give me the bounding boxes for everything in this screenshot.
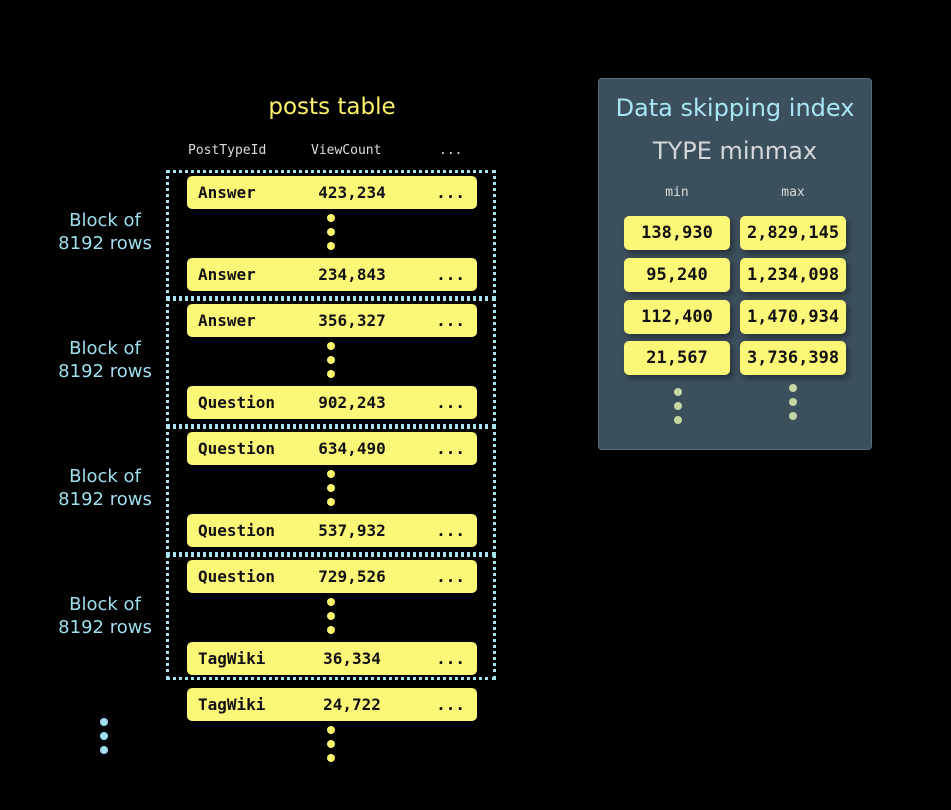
ellipsis-dot [327, 242, 335, 250]
block-outline [166, 554, 496, 680]
cell-type: Answer [198, 311, 256, 330]
ellipsis-dot [327, 356, 335, 364]
ellipsis-dot [674, 416, 682, 424]
cell-type: Question [198, 521, 276, 540]
ellipsis-dot [327, 342, 335, 350]
ellipsis-dot [327, 754, 335, 762]
cell-type: Question [198, 393, 276, 412]
index-min-value: 95,240 [624, 258, 730, 292]
cell-type: TagWiki [198, 649, 266, 668]
cell-views: 356,327 [318, 311, 386, 330]
table-row: Answer 234,843... [187, 258, 477, 291]
max-header: max [781, 185, 805, 200]
index-max-value: 3,736,398 [740, 341, 846, 375]
ellipsis-dot [327, 626, 335, 634]
cell-more: ... [436, 183, 465, 202]
block-label: Block of 8192 rows [58, 466, 152, 510]
table-row: Answer 356,327... [187, 304, 477, 337]
block-outline [166, 426, 496, 555]
ellipsis-dot [100, 732, 108, 740]
cell-type: Question [198, 567, 276, 586]
column-header-posttypeid: PostTypeId [188, 143, 267, 158]
table-row: Question 902,243... [187, 386, 477, 419]
ellipsis-dot [100, 718, 108, 726]
cell-type: TagWiki [198, 695, 266, 714]
min-header: min [665, 185, 689, 200]
cell-more: ... [436, 311, 465, 330]
index-max-value: 1,470,934 [740, 300, 846, 334]
index-title: Data skipping index [615, 94, 855, 122]
cell-type: Answer [198, 183, 256, 202]
cell-more: ... [436, 439, 465, 458]
index-min-value: 21,567 [624, 341, 730, 375]
cell-views: 36,334 [323, 649, 381, 668]
cell-more: ... [436, 393, 465, 412]
posts-table-title: posts table [268, 94, 396, 120]
cell-type: Question [198, 439, 276, 458]
ellipsis-dot [789, 398, 797, 406]
cell-more: ... [436, 695, 465, 714]
index-type: TYPE minmax [652, 137, 818, 165]
block-label: Block of 8192 rows [58, 210, 152, 254]
table-row: Question 537,932... [187, 514, 477, 547]
table-row: Answer 423,234... [187, 176, 477, 209]
table-row: TagWiki 24,722... [187, 688, 477, 721]
table-row: TagWiki 36,334... [187, 642, 477, 675]
ellipsis-dot [327, 370, 335, 378]
cell-views: 729,526 [318, 567, 386, 586]
ellipsis-dot [100, 746, 108, 754]
cell-more: ... [436, 649, 465, 668]
ellipsis-dot [327, 598, 335, 606]
cell-more: ... [436, 265, 465, 284]
cell-more: ... [436, 521, 465, 540]
index-max-value: 1,234,098 [740, 258, 846, 292]
ellipsis-dot [789, 384, 797, 392]
column-header-more: ... [439, 143, 463, 158]
ellipsis-dot [327, 726, 335, 734]
ellipsis-dot [327, 740, 335, 748]
index-min-value: 112,400 [624, 300, 730, 334]
ellipsis-dot [674, 388, 682, 396]
block-outline [166, 170, 496, 299]
cell-views: 902,243 [318, 393, 386, 412]
cell-views: 537,932 [318, 521, 386, 540]
cell-views: 24,722 [323, 695, 381, 714]
cell-type: Answer [198, 265, 256, 284]
block-outline [166, 298, 496, 427]
ellipsis-dot [789, 412, 797, 420]
ellipsis-dot [327, 214, 335, 222]
cell-views: 423,234 [318, 183, 386, 202]
index-max-value: 2,829,145 [740, 216, 846, 250]
ellipsis-dot [327, 498, 335, 506]
index-min-value: 138,930 [624, 216, 730, 250]
ellipsis-dot [674, 402, 682, 410]
block-label: Block of 8192 rows [58, 594, 152, 638]
cell-views: 634,490 [318, 439, 386, 458]
cell-more: ... [436, 567, 465, 586]
table-row: Question 729,526... [187, 560, 477, 593]
ellipsis-dot [327, 612, 335, 620]
column-header-viewcount: ViewCount [311, 143, 382, 158]
ellipsis-dot [327, 470, 335, 478]
ellipsis-dot [327, 484, 335, 492]
table-row: Question 634,490... [187, 432, 477, 465]
cell-views: 234,843 [318, 265, 386, 284]
block-label: Block of 8192 rows [58, 338, 152, 382]
ellipsis-dot [327, 228, 335, 236]
